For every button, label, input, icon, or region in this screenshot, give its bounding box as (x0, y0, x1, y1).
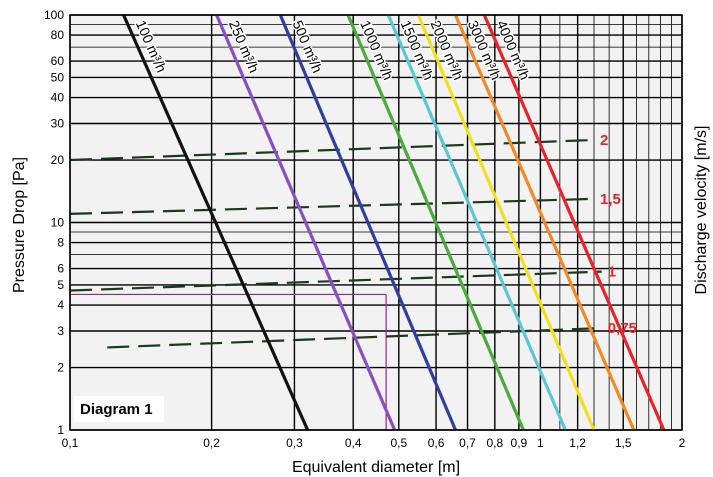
y-axis-title: Pressure Drop [Pa] (11, 157, 28, 293)
x-tick-label: 0,4 (345, 436, 362, 450)
x-tick-label: 0,2 (203, 436, 220, 450)
y-tick-label: 2 (57, 361, 64, 375)
y-tick-label: 8 (57, 236, 64, 250)
flow-series-line (416, 14, 596, 431)
velocity-labels: 2 1,5 1 0,75 (600, 132, 637, 337)
plot-frame (69, 14, 683, 431)
flow-series-line (346, 14, 525, 431)
x-tick-label: 0,1 (62, 436, 79, 450)
y-tick-label: 60 (51, 54, 65, 68)
y-tick-label: 40 (51, 91, 65, 105)
x-axis-title: Equivalent diameter [m] (292, 459, 460, 476)
y-tick-label: 4 (57, 298, 64, 312)
flow-series-line (215, 14, 397, 431)
velocity-label: 0,75 (608, 320, 637, 337)
flow-series-line (278, 14, 457, 431)
x-tick-label: 0,9 (511, 436, 528, 450)
y-tick-label: 50 (51, 70, 65, 84)
y-tick-label: 80 (51, 28, 65, 42)
flow-series-line (386, 14, 567, 431)
velocity-label: 1 (608, 264, 616, 281)
y-tick-label: 1 (57, 423, 64, 437)
velocity-line (107, 326, 602, 349)
velocity-label: 1,5 (600, 191, 621, 208)
x-tick-label: 0,7 (459, 436, 476, 450)
y-tick-label: 100 (44, 8, 64, 22)
x-tick-label: 0,5 (390, 436, 407, 450)
y-tick-label: 20 (51, 153, 65, 167)
y-tick-label: 10 (51, 216, 65, 230)
x-tick-label: 1 (537, 436, 544, 450)
x-tick-label: 0,8 (486, 436, 503, 450)
flow-series-line (454, 14, 636, 431)
y-tick-label: 3 (57, 324, 64, 338)
x-tick-labels: 0,1 0,2 0,3 0,4 0,5 0,6 0,7 0,8 0,9 1 1,2 1,5 2 (62, 436, 686, 450)
x-tick-label: 1,2 (569, 436, 586, 450)
x-tick-label: 0,3 (286, 436, 303, 450)
flow-series-line (482, 14, 666, 431)
velocity-line (69, 270, 602, 292)
y-tick-label: 6 (57, 262, 64, 276)
flow-series (122, 14, 666, 431)
velocity-line (69, 197, 595, 216)
y-tick-label: 30 (51, 116, 65, 130)
y-tick-label: 5 (57, 278, 64, 292)
velocity-label: 2 (600, 132, 608, 149)
velocity-lines (69, 138, 602, 349)
velocity-line (69, 138, 595, 162)
y2-axis-title: Discharge velocity [m/s] (693, 126, 710, 295)
diagram-label: Diagram 1 (80, 401, 153, 418)
x-tick-label: 0,6 (428, 436, 445, 450)
flow-series-line (122, 14, 310, 431)
x-tick-label: 1,5 (615, 436, 632, 450)
y-tick-labels: 1 2 3 4 5 6 8 10 20 30 40 50 60 80 100 (44, 8, 64, 437)
diagram-label-box (74, 396, 164, 422)
x-tick-label: 2 (679, 436, 686, 450)
